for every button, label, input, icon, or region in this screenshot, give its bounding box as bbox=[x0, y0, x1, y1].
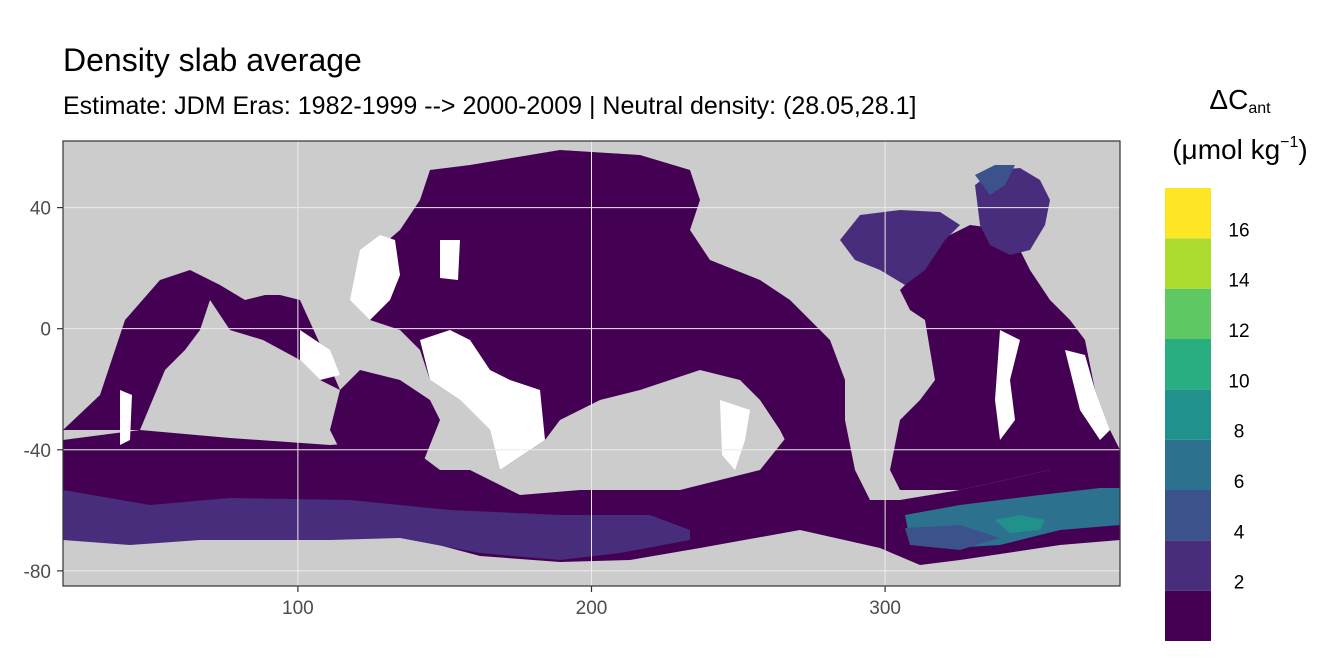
colorbar-label: 2 bbox=[1234, 573, 1245, 594]
no-data-gap bbox=[420, 330, 545, 470]
y-tick-label: 40 bbox=[30, 199, 51, 220]
colorbar-bin bbox=[1165, 590, 1211, 641]
no-data-gap bbox=[300, 330, 340, 380]
legend-unit-prefix: (μmol kg bbox=[1172, 134, 1281, 165]
colorbar-bin bbox=[1165, 288, 1211, 339]
colorbar-label: 10 bbox=[1228, 371, 1249, 392]
ocean-indian bbox=[63, 270, 440, 470]
no-data-gap bbox=[720, 400, 750, 470]
legend-title-unit: (μmol kg−1) bbox=[1150, 134, 1330, 166]
gridlines bbox=[63, 141, 1120, 586]
colorbar-bin bbox=[1165, 389, 1211, 440]
colorbar-label: 12 bbox=[1228, 321, 1249, 342]
colorbar-label: 14 bbox=[1228, 271, 1250, 292]
legend-title-symbol: ΔCant bbox=[1180, 84, 1300, 118]
no-data-gap bbox=[120, 390, 132, 445]
labrador-4-6 bbox=[975, 165, 1015, 195]
y-tick-label: -40 bbox=[24, 441, 51, 462]
colorbar-bin bbox=[1165, 339, 1211, 390]
colorbar: 2 4 6 8 10 12 14 16 bbox=[1165, 188, 1250, 641]
panel-border bbox=[62, 140, 1121, 587]
no-data-gap bbox=[440, 240, 460, 280]
chart-title: Density slab average bbox=[63, 42, 362, 78]
y-tick-label: 0 bbox=[40, 320, 51, 341]
weddell-shelf bbox=[905, 525, 1000, 550]
colorbar-bin bbox=[1165, 188, 1211, 239]
colorbar-bin bbox=[1165, 490, 1211, 541]
colorbar-label: 8 bbox=[1234, 422, 1245, 443]
y-tick-label: -80 bbox=[24, 562, 51, 583]
x-tick-label: 100 bbox=[282, 598, 314, 619]
legend-title-subscript: ant bbox=[1248, 100, 1271, 117]
no-data-gap bbox=[1065, 350, 1110, 440]
x-tick-label: 300 bbox=[869, 598, 901, 619]
legend-title-delta: ΔC bbox=[1209, 84, 1249, 115]
no-data-gap bbox=[995, 330, 1020, 440]
legend-unit-suffix: ) bbox=[1298, 134, 1308, 165]
colorbar-bin bbox=[1165, 439, 1211, 490]
north-atlantic-2-4 bbox=[840, 210, 960, 285]
southern-band-2-4 bbox=[63, 490, 690, 560]
colorbar-label: 16 bbox=[1228, 220, 1249, 241]
chart-subtitle: Estimate: JDM Eras: 1982-1999 --> 2000-2… bbox=[63, 92, 917, 120]
weddell-core bbox=[995, 515, 1045, 533]
legend-unit-superscript: −1 bbox=[1280, 134, 1299, 151]
x-tick-label: 200 bbox=[576, 598, 608, 619]
colorbar-label: 6 bbox=[1234, 472, 1245, 493]
no-data-gap bbox=[350, 235, 400, 320]
colorbar-bin bbox=[1165, 238, 1211, 289]
colorbar-bin bbox=[1165, 540, 1211, 591]
colorbar-label: 4 bbox=[1234, 522, 1245, 543]
